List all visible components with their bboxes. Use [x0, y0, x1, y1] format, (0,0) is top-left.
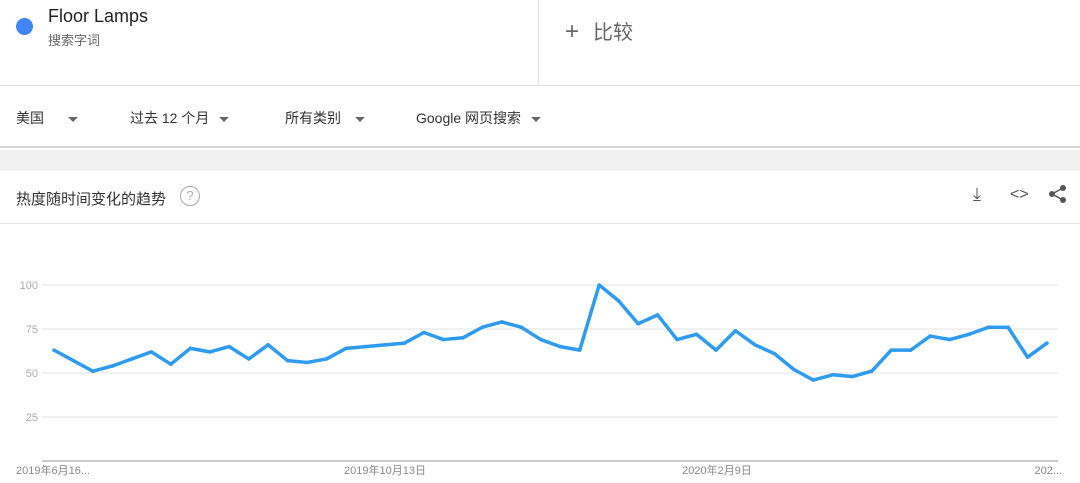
trend-chart: 100 75 50 25 2019年6月16... 2019年10月13日 2020年2月9…: [16, 280, 1062, 477]
data-point: [169, 362, 173, 366]
data-point: [733, 328, 738, 333]
compare-button[interactable]: + 比较: [565, 16, 633, 46]
data-point: [558, 344, 563, 349]
data-point: [831, 372, 835, 377]
search-type-dropdown[interactable]: Google 网页搜索: [416, 108, 542, 128]
data-point: [500, 320, 504, 324]
chevron-down-icon: [355, 116, 365, 122]
time-range-dropdown[interactable]: 过去 12 个月: [130, 108, 230, 128]
data-point: [1006, 325, 1010, 330]
search-type-label: Google 网页搜索: [416, 110, 522, 126]
data-point: [967, 332, 971, 337]
data-point: [889, 348, 894, 352]
plus-icon: +: [565, 18, 580, 45]
data-point: [110, 364, 115, 368]
data-point: [869, 369, 874, 374]
filter-bar: 美国 过去 12 个月 所有类别 Google 网页搜索: [0, 87, 1080, 148]
data-point: [947, 337, 952, 342]
term-color-dot: [16, 18, 33, 35]
compare-label: 比较: [593, 22, 634, 44]
y-tick-label: 75: [26, 324, 38, 336]
data-point: [694, 332, 699, 337]
data-point: [519, 325, 524, 330]
card-title: 热度随时间变化的趋势: [16, 191, 167, 208]
x-tick-label: 2019年6月16...: [16, 463, 90, 477]
data-point: [402, 341, 407, 345]
data-point: [305, 360, 309, 365]
data-point: [538, 337, 543, 342]
header: Floor Lamps 搜索字词 + 比较: [0, 0, 1080, 86]
help-icon[interactable]: ?: [180, 186, 200, 206]
data-point: [850, 374, 855, 379]
data-point: [71, 358, 76, 363]
x-tick-label: 202...: [1034, 465, 1062, 477]
category-label: 所有类别: [285, 110, 341, 126]
section-gap: [0, 150, 1080, 171]
term-subtitle: 搜索字词: [48, 33, 101, 48]
category-dropdown[interactable]: 所有类别: [285, 108, 365, 128]
term-name: Floor Lamps: [48, 6, 149, 26]
x-tick-label: 2020年2月9日: [682, 463, 752, 477]
data-point: [772, 351, 777, 356]
data-point: [577, 348, 582, 352]
data-point: [1045, 341, 1049, 345]
chevron-down-icon: [68, 116, 78, 122]
data-point: [908, 348, 913, 352]
data-point: [266, 343, 270, 347]
time-range-label: 过去 12 个月: [130, 110, 210, 126]
share-icon[interactable]: [1048, 184, 1068, 209]
data-point: [675, 337, 679, 342]
data-point: [52, 348, 56, 352]
data-point: [753, 343, 757, 347]
chevron-down-icon: [531, 116, 542, 122]
data-point: [480, 325, 485, 330]
divider: [0, 223, 1080, 224]
data-point: [655, 313, 660, 317]
series-line: [53, 283, 1049, 382]
data-point: [188, 346, 193, 351]
data-point: [344, 346, 348, 351]
x-tick-label: 2019年10月13日: [344, 463, 426, 477]
region-dropdown[interactable]: 美国: [16, 108, 78, 128]
chevron-down-icon: [219, 116, 230, 122]
data-point: [714, 348, 718, 352]
y-tick-label: 50: [26, 368, 38, 380]
data-point: [636, 321, 640, 326]
data-point: [441, 337, 446, 342]
data-point: [422, 330, 426, 335]
data-point: [246, 357, 251, 361]
data-point: [461, 336, 465, 340]
data-point: [91, 369, 95, 374]
data-point: [928, 334, 932, 338]
data-point: [324, 357, 329, 361]
region-label: 美国: [16, 110, 44, 126]
data-point: [227, 344, 232, 349]
search-term-card[interactable]: Floor Lamps 搜索字词: [0, 0, 539, 86]
data-point: [207, 350, 212, 354]
data-point: [383, 343, 387, 347]
data-point: [986, 325, 991, 330]
data-point: [285, 358, 290, 363]
data-point: [363, 344, 368, 349]
download-icon[interactable]: ⤓: [973, 184, 981, 204]
data-point: [130, 357, 134, 361]
y-tick-label: 100: [20, 280, 38, 292]
data-point: [616, 299, 621, 303]
embed-icon[interactable]: <>: [1010, 186, 1029, 203]
y-tick-label: 25: [26, 412, 38, 424]
data-point: [1025, 355, 1030, 359]
data-point: [149, 350, 154, 354]
data-point: [792, 367, 796, 372]
data-point: [597, 283, 601, 287]
data-point: [811, 378, 816, 382]
